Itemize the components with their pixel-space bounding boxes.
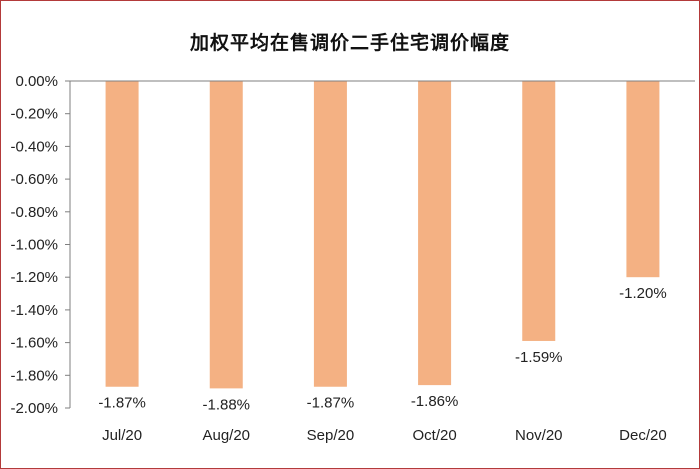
y-tick-label: -1.40% <box>10 302 58 319</box>
y-tick-label: -1.80% <box>10 367 58 384</box>
bar <box>626 81 660 278</box>
y-tick-label: -0.60% <box>10 171 58 188</box>
data-label: -1.87% <box>307 395 355 412</box>
y-tick-label: -1.00% <box>10 237 58 254</box>
chart-title: 加权平均在售调价二手住宅调价幅度 <box>189 32 510 54</box>
bar <box>209 81 243 389</box>
bars: -1.87% -1.88% -1.87% -1.86% -1.59% -1.20% <box>98 81 667 413</box>
y-tick-label: -1.60% <box>10 335 58 352</box>
bar <box>105 81 139 387</box>
data-label: -1.87% <box>98 395 146 412</box>
x-tick-label: Oct/20 <box>412 427 456 444</box>
y-tick-label: -1.20% <box>10 269 58 286</box>
x-tick-label: Aug/20 <box>202 427 250 444</box>
y-tick-label: -0.80% <box>10 204 58 221</box>
y-tick-label: -0.20% <box>10 106 58 123</box>
x-axis: Jul/20 Aug/20 Sep/20 Oct/20 Nov/20 Dec/20 <box>70 80 695 444</box>
data-label: -1.88% <box>202 396 250 413</box>
x-tick-label: Sep/20 <box>307 427 355 444</box>
y-tick-label: 0.00% <box>15 73 58 90</box>
data-label: -1.59% <box>515 349 563 366</box>
y-axis: 0.00% -0.20% -0.40% -0.60% -0.80% -1.00% -1.20… <box>10 73 71 417</box>
x-tick-label: Nov/20 <box>515 427 563 444</box>
data-label: -1.20% <box>619 285 667 302</box>
bar <box>313 81 347 387</box>
bar <box>522 81 556 341</box>
bar <box>418 81 452 386</box>
y-tick-label: -0.40% <box>10 138 58 155</box>
data-label: -1.86% <box>411 393 459 410</box>
y-tick-label: -2.00% <box>10 400 58 417</box>
x-tick-label: Jul/20 <box>102 427 142 444</box>
x-tick-label: Dec/20 <box>619 427 667 444</box>
